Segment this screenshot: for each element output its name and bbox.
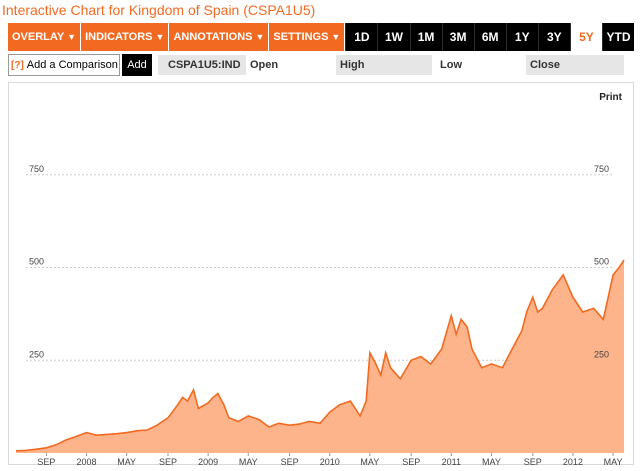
high-label: High: [336, 55, 432, 75]
chart-toolbar: OVERLAY ▼ INDICATORS ▼ ANNOTATIONS ▼ SETTIN…: [8, 23, 635, 51]
x-tick-label: MAY: [360, 457, 379, 467]
chevron-down-icon: ▼: [255, 32, 265, 42]
symbol-label: CSPA1U5:IND: [158, 55, 246, 75]
price-line: [15, 259, 625, 452]
page-title: Interactive Chart for Kingdom of Spain (…: [2, 2, 316, 18]
x-axis: SEP 2008 MAY SEP 2009 MAY SEP 2010 MAY SEP 2011 MAY…: [37, 453, 622, 467]
y-axis-right: 250 500 750: [594, 164, 609, 360]
price-area: [16, 260, 624, 453]
range-5y-button[interactable]: 5Y: [569, 23, 602, 51]
range-1w-button[interactable]: 1W: [377, 23, 410, 51]
open-label: Open: [250, 59, 279, 71]
y-tick-label: 500: [29, 257, 44, 267]
y-tick-label: 250: [29, 349, 44, 359]
x-tick-label: SEP: [37, 457, 55, 467]
overlay-menu[interactable]: OVERLAY ▼: [8, 23, 82, 51]
x-tick-label: 2012: [563, 457, 583, 467]
chevron-down-icon: ▼: [331, 32, 341, 42]
indicators-menu[interactable]: INDICATORS ▼: [81, 23, 170, 51]
x-tick-label: MAY: [117, 457, 136, 467]
y-tick-label: 250: [594, 349, 609, 359]
chevron-down-icon: ▼: [155, 32, 165, 42]
y-tick-label: 750: [594, 164, 609, 174]
x-tick-label: 2008: [77, 457, 97, 467]
low-label: Low: [440, 59, 462, 71]
x-tick-label: 2011: [442, 457, 461, 467]
x-tick-label: 2010: [320, 457, 340, 467]
range-ytd-button[interactable]: YTD: [601, 23, 635, 51]
help-icon[interactable]: [?]: [11, 59, 24, 71]
add-comparison-button[interactable]: Add: [122, 54, 152, 76]
x-tick-label: MAY: [604, 457, 623, 467]
comparison-row: [?] Add a Comparison Add CSPA1U5:IND Ope…: [8, 54, 634, 76]
x-tick-label: 2009: [198, 457, 218, 467]
close-label: Close: [526, 55, 624, 75]
x-tick-label: SEP: [402, 457, 420, 467]
range-3y-button[interactable]: 3Y: [537, 23, 570, 51]
comparison-placeholder: Add a Comparison: [26, 59, 118, 71]
x-tick-label: SEP: [524, 457, 542, 467]
annotations-menu[interactable]: ANNOTATIONS ▼: [169, 23, 270, 51]
x-tick-label: SEP: [159, 457, 177, 467]
x-tick-label: MAY: [239, 457, 258, 467]
settings-menu[interactable]: SETTINGS ▼: [269, 23, 346, 51]
comparison-input[interactable]: [?] Add a Comparison: [8, 54, 120, 76]
range-1m-button[interactable]: 1M: [409, 23, 442, 51]
x-tick-label: MAY: [482, 457, 501, 467]
range-6m-button[interactable]: 6M: [473, 23, 506, 51]
range-3m-button[interactable]: 3M: [441, 23, 474, 51]
chevron-down-icon: ▼: [67, 32, 77, 42]
range-1y-button[interactable]: 1Y: [505, 23, 538, 51]
y-tick-label: 750: [29, 164, 44, 174]
print-link[interactable]: Print: [599, 92, 622, 103]
range-1d-button[interactable]: 1D: [345, 23, 378, 51]
x-tick-label: SEP: [281, 457, 299, 467]
y-tick-label: 500: [594, 257, 609, 267]
y-axis-left: 250 500 750: [29, 164, 44, 360]
